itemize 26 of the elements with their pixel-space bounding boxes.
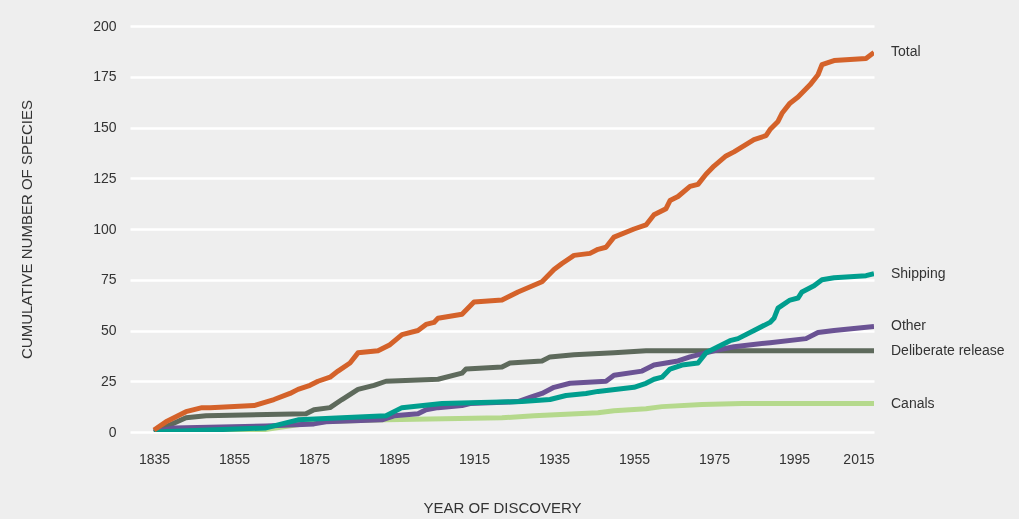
y-tick-label: 125 [93, 169, 117, 186]
x-tick-label: 1895 [378, 450, 411, 467]
y-tick-label: 75 [100, 271, 117, 288]
series-label: Shipping [891, 264, 946, 281]
x-tick-label: 1995 [778, 450, 811, 467]
x-tick-label: 1935 [538, 450, 571, 467]
x-tick-label: 1855 [218, 450, 251, 467]
y-axis-title: CUMULATIVE NUMBER OF SPECIES [18, 100, 36, 359]
x-axis-title: YEAR OF DISCOVERY [423, 498, 582, 516]
x-tick-label: 1835 [138, 450, 171, 467]
y-tick-label: 175 [93, 68, 117, 85]
x-tick-label: 1975 [698, 450, 731, 467]
series-label: Other [891, 317, 927, 334]
series-label: Canals [891, 394, 935, 411]
x-tick-label: 1955 [618, 450, 651, 467]
x-tick-label: 1915 [458, 450, 491, 467]
y-tick-label: 200 [93, 17, 117, 34]
y-tick-label: 0 [108, 423, 117, 440]
x-tick-label: 2015 [843, 450, 875, 467]
y-tick-label: 50 [100, 322, 117, 338]
series-label: Deliberate release [891, 341, 1005, 358]
y-tick-label: 150 [93, 119, 117, 135]
x-tick-label: 1875 [298, 450, 331, 467]
y-tick-label: 100 [93, 220, 117, 237]
y-tick-label: 25 [100, 372, 117, 389]
series-label: Total [891, 43, 921, 60]
